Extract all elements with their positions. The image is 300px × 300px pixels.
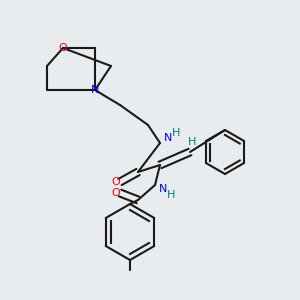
Text: N: N [91,85,99,95]
Text: H: H [172,128,180,138]
Text: O: O [112,188,120,198]
Text: O: O [112,177,120,187]
Text: N: N [159,184,167,194]
Text: O: O [58,43,68,53]
Text: H: H [188,137,196,147]
Text: N: N [164,133,172,143]
Text: H: H [167,190,176,200]
